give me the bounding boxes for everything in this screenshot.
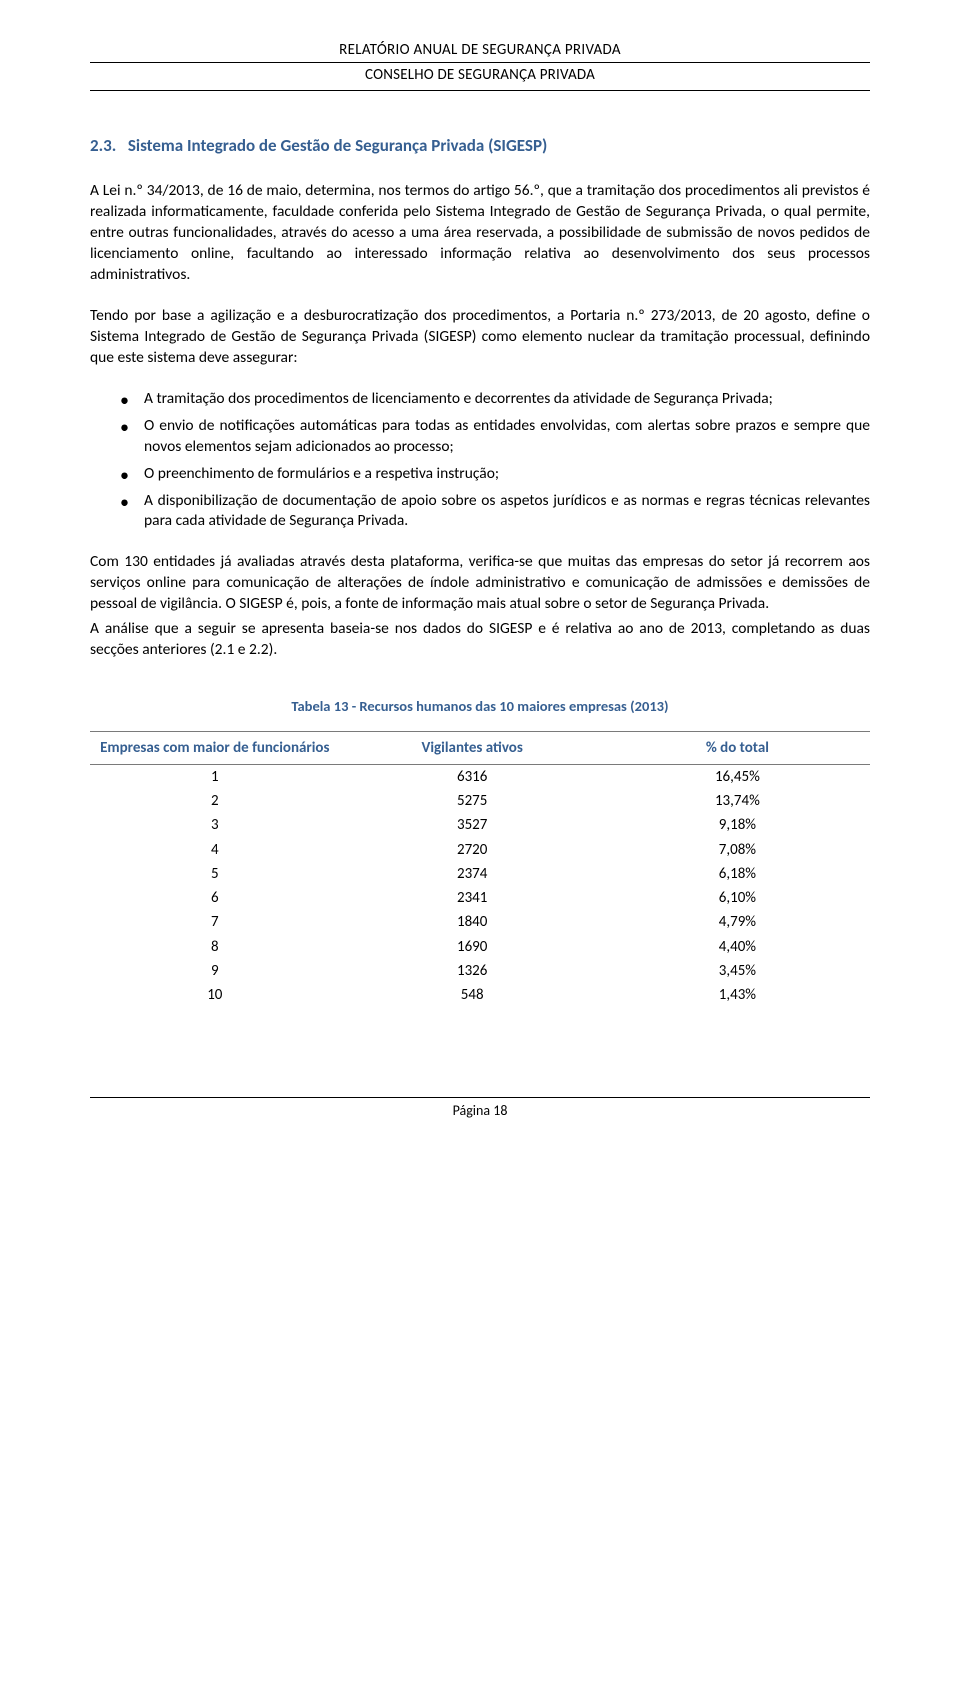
table-cell: 6 (90, 886, 340, 910)
table-cell: 4 (90, 838, 340, 862)
table-row: 105481,43% (90, 983, 870, 1007)
paragraph-1: A Lei n.º 34/2013, de 16 de maio, determ… (90, 181, 870, 286)
table-row: 913263,45% (90, 959, 870, 983)
table-cell: 6316 (340, 764, 605, 789)
table-cell: 2720 (340, 838, 605, 862)
bullet-item: A disponibilização de documentação de ap… (120, 491, 870, 533)
table-cell: 5275 (340, 789, 605, 813)
table-cell: 8 (90, 935, 340, 959)
table-cell: 548 (340, 983, 605, 1007)
table-cell: 5 (90, 862, 340, 886)
table-cell: 1 (90, 764, 340, 789)
table-row: 427207,08% (90, 838, 870, 862)
table-cell: 1690 (340, 935, 605, 959)
table-cell: 1,43% (605, 983, 870, 1007)
table-cell: 2 (90, 789, 340, 813)
table-cell: 2374 (340, 862, 605, 886)
table-row: 523746,18% (90, 862, 870, 886)
table-cell: 4,79% (605, 910, 870, 934)
table-row: 335279,18% (90, 813, 870, 837)
table-cell: 4,40% (605, 935, 870, 959)
page-footer: Página 18 (90, 1097, 870, 1121)
paragraph-2: Tendo por base a agilização e a desburoc… (90, 306, 870, 369)
table-cell: 9 (90, 959, 340, 983)
table-cell: 3527 (340, 813, 605, 837)
bullet-item: O preenchimento de formulários e a respe… (120, 464, 870, 485)
section-number: 2.3. (90, 135, 116, 156)
page-number: Página 18 (453, 1102, 508, 1119)
table-cell: 7,08% (605, 838, 870, 862)
table-cell: 6,10% (605, 886, 870, 910)
table-cell: 10 (90, 983, 340, 1007)
paragraph-3a: Com 130 entidades já avaliadas através d… (90, 552, 870, 615)
table-body: 1631616,45% 2527513,74% 335279,18% 42720… (90, 764, 870, 1007)
table-row: 1631616,45% (90, 764, 870, 789)
table-row: 2527513,74% (90, 789, 870, 813)
data-table: Empresas com maior de funcionários Vigil… (90, 731, 870, 1008)
table-header-cell: % do total (605, 731, 870, 764)
table-cell: 1326 (340, 959, 605, 983)
table-cell: 3 (90, 813, 340, 837)
section-title: Sistema Integrado de Gestão de Segurança… (128, 135, 547, 156)
table-cell: 16,45% (605, 764, 870, 789)
paragraph-3b: A análise que a seguir se apresenta base… (90, 619, 870, 661)
table-header-cell: Empresas com maior de funcionários (90, 731, 340, 764)
table-cell: 13,74% (605, 789, 870, 813)
bullet-item: A tramitação dos procedimentos de licenc… (120, 389, 870, 410)
doc-header-line2: CONSELHO DE SEGURANÇA PRIVADA (90, 65, 870, 90)
section-heading: 2.3. Sistema Integrado de Gestão de Segu… (90, 135, 870, 158)
table-caption: Tabela 13 - Recursos humanos das 10 maio… (90, 697, 870, 717)
table-cell: 1840 (340, 910, 605, 934)
table-cell: 6,18% (605, 862, 870, 886)
table-row: 623416,10% (90, 886, 870, 910)
table-cell: 9,18% (605, 813, 870, 837)
table-cell: 2341 (340, 886, 605, 910)
table-row: 718404,79% (90, 910, 870, 934)
doc-header-line1: RELATÓRIO ANUAL DE SEGURANÇA PRIVADA (90, 40, 870, 63)
bullet-list: A tramitação dos procedimentos de licenc… (90, 389, 870, 533)
table-cell: 7 (90, 910, 340, 934)
table-header-row: Empresas com maior de funcionários Vigil… (90, 731, 870, 764)
table-cell: 3,45% (605, 959, 870, 983)
table-header-cell: Vigilantes ativos (340, 731, 605, 764)
bullet-item: O envio de notificações automáticas para… (120, 416, 870, 458)
table-row: 816904,40% (90, 935, 870, 959)
